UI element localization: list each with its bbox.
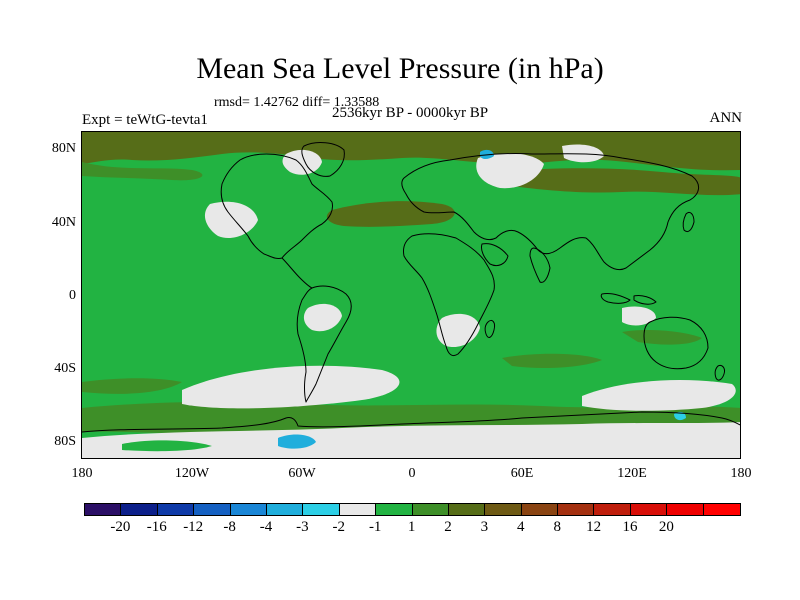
field-white-arctic-east xyxy=(562,144,604,163)
lat-label-80s: 80S xyxy=(54,434,76,449)
lat-label-80n: 80N xyxy=(51,141,76,156)
colorbar-swatch xyxy=(194,504,231,515)
field-olive-patch-north-pacific xyxy=(82,162,203,181)
coastline-japan xyxy=(682,211,695,233)
colorbar-tick-label: -2 xyxy=(332,519,346,535)
colorbar-swatch xyxy=(558,504,595,515)
period-label: 2536kyr BP - 0000kyr BP xyxy=(331,105,489,121)
colorbar-swatch xyxy=(303,504,340,515)
colorbar-tick-label: -16 xyxy=(146,519,167,535)
colorbar-tick-label: 12 xyxy=(586,519,602,535)
field-olive-patch-pacific xyxy=(622,330,702,345)
coastline-africa xyxy=(403,233,495,357)
field-white-southern-ocean-east xyxy=(582,380,736,411)
colorbar-tick-label: -4 xyxy=(259,519,273,535)
field-white-indonesia xyxy=(622,306,656,326)
colorbar-tick-label: 3 xyxy=(480,519,489,535)
colorbar-tick-label: 4 xyxy=(517,519,525,535)
lon-label-60e: 60E xyxy=(510,466,534,481)
field-white-southern-ocean-west xyxy=(182,365,400,409)
colorbar-tick-label: -1 xyxy=(368,519,382,535)
field-white-greenland xyxy=(282,149,322,175)
lat-label-40n: 40N xyxy=(51,215,76,230)
field-olive-arctic xyxy=(82,132,740,171)
map-title: Mean Sea Level Pressure (in hPa) xyxy=(196,52,604,85)
field-white-africa xyxy=(436,313,480,348)
colorbar-swatch xyxy=(121,504,158,515)
colorbar-tick-label: -12 xyxy=(183,519,204,535)
lon-label-120e: 120E xyxy=(617,466,647,481)
coastlines xyxy=(82,142,740,433)
field-white-south-america xyxy=(303,303,342,332)
colorbar-swatch xyxy=(703,504,741,515)
coastline-australia xyxy=(643,316,709,370)
field-olive-patch-indian xyxy=(502,353,602,368)
colorbar-tick-label: -8 xyxy=(223,519,236,535)
colorbar-swatch xyxy=(412,504,449,515)
experiment-label: Expt = teWtG-tevta1 xyxy=(82,112,208,128)
lat-label-0: 0 xyxy=(69,288,76,303)
field-olive-patch-asia xyxy=(490,168,740,196)
colorbar xyxy=(84,503,742,516)
lon-label-60w: 60W xyxy=(288,466,316,481)
field-white-north-pacific xyxy=(204,201,258,239)
coastline-new-zealand xyxy=(714,365,725,381)
rmsd-diff-stats: rmsd= 1.42762 diff= 1.33588 xyxy=(214,95,380,110)
field-cyan-antarctica-east xyxy=(674,411,686,421)
colorbar-swatch xyxy=(485,504,522,515)
colorbar-swatch xyxy=(521,504,559,515)
colorbar-swatch xyxy=(376,504,413,515)
field-white-antarctica xyxy=(82,422,740,458)
coastline-greenland xyxy=(301,142,345,177)
colorbar-tick-label: 8 xyxy=(553,519,561,535)
map-frame xyxy=(81,131,741,459)
coastline-central-america xyxy=(281,257,313,289)
field-white-antarctica-gap xyxy=(122,440,212,452)
coastline-south-america xyxy=(296,285,352,403)
colorbar-tick-label: 16 xyxy=(622,519,638,535)
colorbar-swatch xyxy=(667,504,704,515)
lon-label-180w: 180 xyxy=(71,466,93,481)
coastline-arabia xyxy=(481,243,509,267)
colorbar-swatch xyxy=(157,504,195,515)
colorbar-tick-label: 20 xyxy=(658,519,674,535)
coastline-indonesia xyxy=(600,293,657,305)
field-olive-patch-south-pacific xyxy=(82,378,182,394)
season-label: ANN xyxy=(709,110,743,126)
colorbar-swatch xyxy=(630,504,668,515)
coastline-india xyxy=(529,247,551,283)
field-cyan-antarctica xyxy=(278,434,316,449)
colorbar-swatch xyxy=(339,504,377,515)
colorbar-tick-label: 2 xyxy=(444,519,452,535)
colorbar-tick-label: -20 xyxy=(110,519,131,535)
lon-label-0: 0 xyxy=(408,466,416,481)
map-plot xyxy=(82,132,740,458)
colorbar-swatch xyxy=(230,504,267,515)
lon-label-180e: 180 xyxy=(730,466,752,481)
colorbar-swatch xyxy=(448,504,486,515)
colorbar-tick-label: 1 xyxy=(407,519,416,535)
coastline-antarctica xyxy=(82,411,740,433)
field-white-siberia xyxy=(476,153,544,189)
coastline-eurasia xyxy=(401,152,699,271)
colorbar-tick-label: -3 xyxy=(296,519,309,535)
colorbar-swatch xyxy=(85,504,122,515)
colorbar-swatch xyxy=(266,504,304,515)
coastline-north-america xyxy=(220,153,333,259)
field-olive-patch-north-atlantic xyxy=(326,201,455,227)
lon-label-120w: 120W xyxy=(174,466,210,481)
coastline-madagascar xyxy=(484,319,495,338)
colorbar-swatch xyxy=(594,504,631,515)
lat-label-40s: 40S xyxy=(54,361,76,376)
